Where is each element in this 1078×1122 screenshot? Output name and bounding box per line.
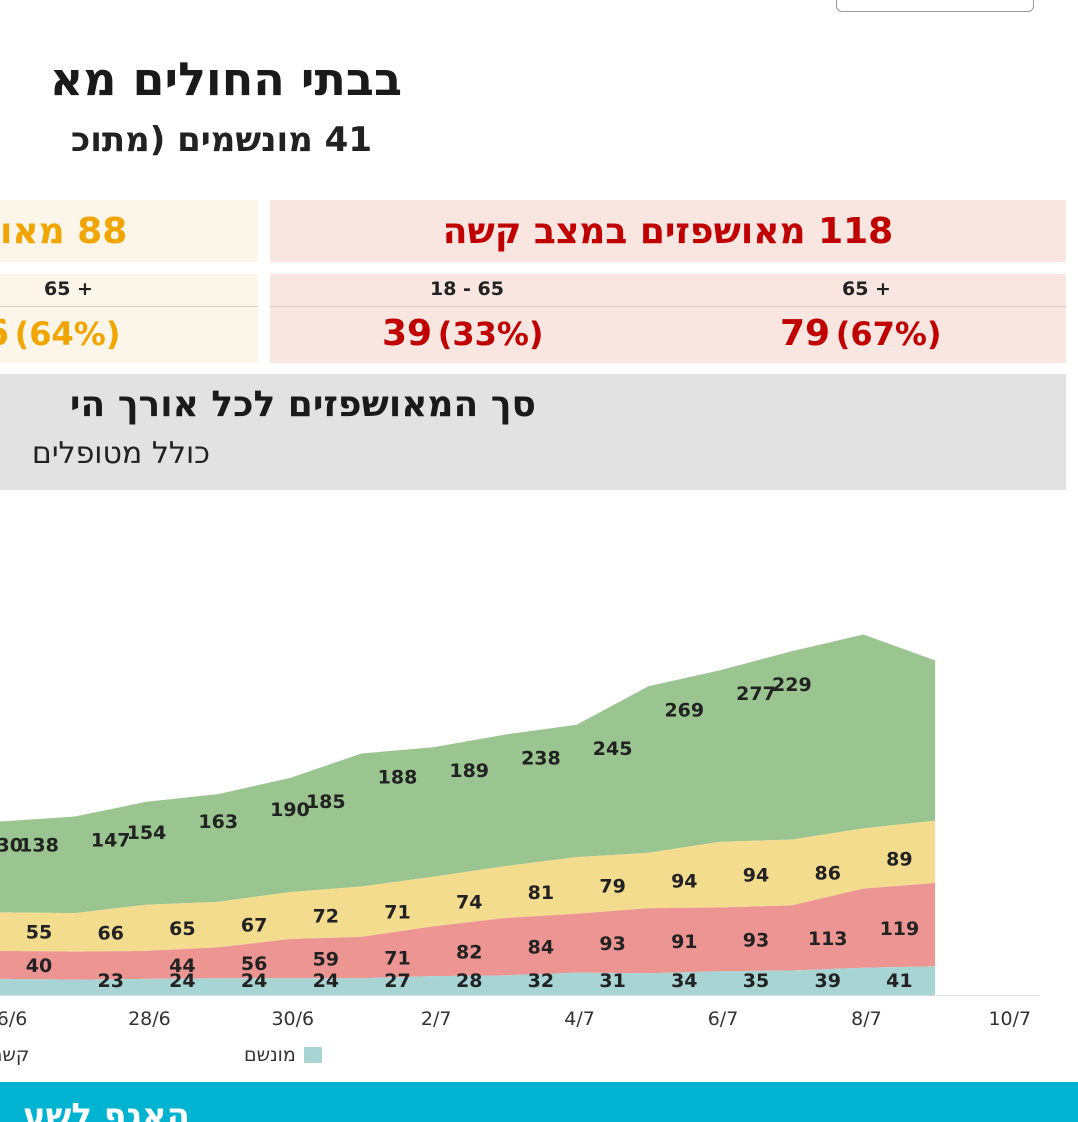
x-tick-label: 30/6 <box>271 1008 314 1030</box>
data-label-ventilated-2: 24 <box>241 970 267 992</box>
data-label-ventilated-8: 34 <box>671 970 697 992</box>
data-label-moderate-9: 94 <box>671 871 697 893</box>
data-label-severe-2: 56 <box>241 953 267 975</box>
data-label-severe-3: 59 <box>313 949 339 971</box>
severe-age-65plus: 65 + <box>842 278 891 300</box>
data-label-severe-9: 93 <box>743 929 769 951</box>
moderate-age-65plus: 65 + <box>44 278 93 300</box>
moderate-value-row: 6 (64%) <box>0 307 258 363</box>
data-label-ventilated-3: 24 <box>313 970 339 992</box>
severe-headline: 118 מאושפזים במצב קשה <box>270 200 1066 262</box>
chart-section-header: סך המאושפזים לכל אורך הי כולל מטופלים <box>0 374 1066 490</box>
data-label-ventilated-9: 35 <box>743 970 769 992</box>
data-label-mild-13: 229 <box>772 674 812 696</box>
legend-item-ventilated: מונשם <box>244 1044 322 1066</box>
chart-section-title: סך המאושפזים לכל אורך הי <box>69 384 536 425</box>
data-label-severe-1: 44 <box>169 955 195 977</box>
data-label-moderate-3: 67 <box>241 915 267 937</box>
data-label-mild-0: 130 <box>0 834 23 856</box>
data-label-moderate-6: 74 <box>456 892 482 914</box>
data-label-mild-10: 245 <box>593 738 633 760</box>
x-tick-label: 2/7 <box>421 1008 452 1030</box>
data-label-severe-4: 71 <box>384 948 410 970</box>
x-tick-label: 6/7 <box>708 1008 739 1030</box>
data-label-ventilated-7: 31 <box>599 970 625 992</box>
data-label-mild-6: 185 <box>306 791 346 813</box>
data-label-mild-7: 188 <box>378 767 418 789</box>
page-subtitle: 41 מונשמים (מתוכ <box>70 120 372 160</box>
area-mild <box>0 634 936 914</box>
data-label-severe-5: 82 <box>456 941 482 963</box>
area-ventilated <box>0 966 936 995</box>
legend-label-ventilated: מונשם <box>244 1044 296 1066</box>
severe-value-18-65: 39 (33%) <box>382 313 544 354</box>
data-label-mild-4: 163 <box>198 811 238 833</box>
data-label-moderate-11: 86 <box>814 863 840 885</box>
data-label-moderate-4: 72 <box>313 906 339 928</box>
data-label-ventilated-6: 32 <box>528 970 554 992</box>
moderate-age-row: 65 + <box>0 274 258 307</box>
hospitalized-area-chart: 23 24 24 24 27 28 32 31 34 35 39 41 40 44 56 59 71 82 84 93… <box>0 634 1040 1030</box>
data-label-ventilated-0: 23 <box>97 970 123 992</box>
data-label-severe-0: 40 <box>26 955 52 977</box>
chart-section-subtitle: כולל מטופלים <box>31 436 210 471</box>
severe-age-18-65: 18 - 65 <box>430 278 504 300</box>
data-label-moderate-0: 55 <box>26 922 52 944</box>
page-title: בבתי החולים מא <box>49 52 402 106</box>
footer-banner: האגף לשע <box>0 1082 1078 1122</box>
data-label-severe-6: 84 <box>528 937 554 959</box>
x-tick-label: 28/6 <box>128 1008 171 1030</box>
data-label-severe-8: 91 <box>671 931 697 953</box>
severe-value-65plus: 79 (67%) <box>780 313 942 354</box>
severe-value-row: 39 (33%) 79 (67%) <box>270 307 1066 363</box>
data-label-moderate-10: 94 <box>743 865 769 887</box>
moderate-value-65plus: 6 (64%) <box>0 313 121 354</box>
data-label-mild-2: 147 <box>91 830 131 852</box>
data-label-moderate-2: 65 <box>169 918 195 940</box>
x-tick-label: 4/7 <box>564 1008 595 1030</box>
data-label-severe-7: 93 <box>599 933 625 955</box>
severe-age-row: 18 - 65 65 + <box>270 274 1066 307</box>
x-tick-label: 10/7 <box>988 1008 1031 1030</box>
data-label-moderate-12: 89 <box>886 849 912 871</box>
data-label-mild-12: 277 <box>736 683 776 705</box>
data-label-mild-3: 154 <box>127 822 167 844</box>
period-dropdown[interactable] <box>836 0 1034 12</box>
moderate-headline: 88 מאו <box>0 200 258 262</box>
data-label-ventilated-11: 41 <box>886 970 912 992</box>
data-label-ventilated-1: 24 <box>169 970 195 992</box>
area-severe <box>0 883 936 980</box>
data-label-severe-11: 119 <box>880 918 920 940</box>
data-label-moderate-7: 81 <box>528 882 554 904</box>
area-moderate <box>0 820 936 952</box>
data-label-moderate-5: 71 <box>384 902 410 924</box>
data-label-severe-10: 113 <box>808 928 848 950</box>
data-label-moderate-8: 79 <box>599 875 625 897</box>
data-label-mild-9: 238 <box>521 748 561 770</box>
data-label-mild-8: 189 <box>449 760 489 782</box>
x-tick-label: 8/7 <box>851 1008 882 1030</box>
legend-item-severe: קשה <box>0 1044 29 1066</box>
legend-swatch-ventilated <box>303 1047 322 1063</box>
data-label-mild-5: 190 <box>270 799 310 821</box>
x-tick-label: 26/6 <box>0 1008 27 1030</box>
data-label-ventilated-4: 27 <box>384 970 410 992</box>
data-label-moderate-1: 66 <box>97 922 123 944</box>
data-label-mild-1: 138 <box>19 834 59 856</box>
data-label-mild-11: 269 <box>664 699 704 721</box>
legend-label-severe: קשה <box>0 1044 30 1066</box>
data-label-ventilated-5: 28 <box>456 970 482 992</box>
data-label-ventilated-10: 39 <box>814 970 840 992</box>
footer-text: האגף לשע <box>22 1096 190 1122</box>
